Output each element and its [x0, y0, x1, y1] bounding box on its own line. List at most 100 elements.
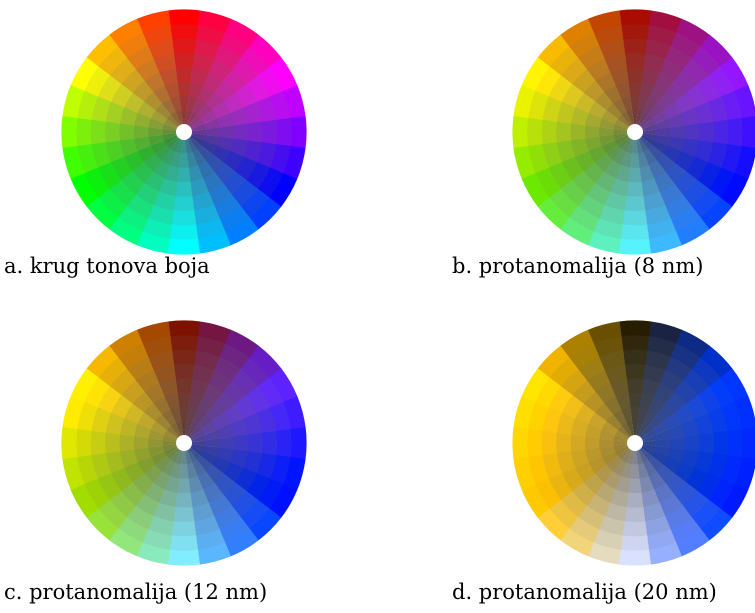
- wheel-cell: [654, 134, 672, 147]
- wheel-cell: [240, 357, 271, 387]
- wheel-cell: [560, 490, 587, 518]
- wheel-cell: [698, 432, 715, 454]
- wheel-cell: [175, 492, 193, 509]
- wheel-cell: [137, 145, 156, 163]
- wheel-cell: [708, 167, 735, 199]
- wheel-cell: [158, 489, 178, 508]
- wheel-cell: [584, 136, 602, 152]
- wheel-cell: [665, 356, 693, 381]
- wheel-cell: [741, 427, 755, 460]
- wheel-cell: [561, 156, 584, 181]
- wheel-cell: [621, 406, 633, 424]
- wheel-cell: [639, 476, 655, 494]
- color-wheel-a: [61, 9, 307, 255]
- wheel-cell: [243, 140, 263, 163]
- wheel-cell: [512, 426, 529, 460]
- wheel-cell: [641, 132, 657, 141]
- wheel-cell: [169, 535, 199, 552]
- wheel-cell: [628, 392, 642, 408]
- wheel-cell: [188, 136, 202, 150]
- wheel-cell: [614, 118, 630, 130]
- wheel-cell: [675, 217, 710, 246]
- wheel-cell: [643, 459, 658, 477]
- wheel-cell: [734, 85, 755, 119]
- wheel-cell: [639, 392, 655, 411]
- wheel-cell: [257, 377, 285, 408]
- wheel-cell: [610, 67, 629, 86]
- wheel-cell: [152, 160, 171, 179]
- wheel-cell: [200, 109, 218, 124]
- wheel-cell: [256, 96, 278, 123]
- wheel-cell: [513, 456, 536, 490]
- wheel-cell: [588, 145, 607, 163]
- wheel-cell: [216, 447, 235, 463]
- wheel-cell: [119, 417, 138, 437]
- wheel-cell: [626, 110, 635, 126]
- wheel-cell: [637, 448, 649, 464]
- wheel-cell: [110, 394, 134, 419]
- wheel-cell: [120, 68, 146, 93]
- wheel-cell: [548, 385, 573, 413]
- wheel-cell: [62, 395, 85, 429]
- wheel-cell: [620, 462, 633, 480]
- wheel-cell: [708, 66, 736, 97]
- wheel-cell: [644, 515, 671, 537]
- wheel-cell: [637, 95, 650, 113]
- wheel-cell: [189, 134, 205, 146]
- wheel-cell: [136, 231, 170, 254]
- wheel-cell: [147, 438, 163, 448]
- wheel-cell: [192, 191, 215, 211]
- wheel-cell: [175, 181, 193, 198]
- wheel-cell: [232, 57, 259, 85]
- wheel-cell: [186, 422, 198, 438]
- wheel-cell: [570, 106, 589, 126]
- wheel-cell: [651, 451, 669, 466]
- wheel-cell: [541, 119, 557, 145]
- wheel-cell: [721, 90, 743, 121]
- wheel-cell: [117, 516, 149, 543]
- wheel-cell: [527, 454, 549, 485]
- wheel-cell: [162, 123, 178, 132]
- wheel-cell: [86, 34, 119, 67]
- wheel-cell: [651, 109, 669, 124]
- wheel-cell: [548, 499, 579, 529]
- wheel-cell: [681, 449, 700, 469]
- wheel-cell: [147, 515, 174, 537]
- wheel-cell: [571, 379, 597, 404]
- wheel-cell: [667, 136, 686, 152]
- wheel-cell: [641, 123, 657, 132]
- wheel-cell: [601, 420, 619, 435]
- wheel-cell: [700, 508, 733, 541]
- wheel-cell: [606, 103, 623, 119]
- wheel-cell: [76, 454, 98, 485]
- wheel-cell: [621, 111, 633, 127]
- wheel-cell: [626, 66, 644, 83]
- wheel-cell: [189, 429, 205, 441]
- wheel-cell: [169, 151, 182, 169]
- wheel-cell: [577, 356, 606, 381]
- wheel-cell: [513, 145, 536, 179]
- wheel-cell: [694, 412, 714, 435]
- wheel-cell: [90, 95, 112, 122]
- wheel-cell: [283, 396, 306, 430]
- wheel-cell: [161, 459, 176, 477]
- wheel-cell: [639, 136, 653, 150]
- wheel-center-hole: [176, 435, 192, 451]
- wheel-cell: [173, 363, 195, 380]
- wheel-cell: [521, 483, 550, 518]
- wheel-cell: [604, 364, 627, 384]
- wheel-cell: [231, 180, 259, 207]
- caption-c: c. protanomalija (12 nm): [4, 580, 268, 604]
- wheel-cell: [137, 10, 171, 33]
- wheel-cell: [513, 395, 536, 429]
- wheel-cell: [670, 205, 701, 233]
- wheel-cell: [635, 449, 644, 465]
- wheel-cell: [685, 467, 709, 492]
- wheel-cell: [148, 349, 175, 371]
- wheel-cell: [203, 118, 221, 130]
- wheel-cell: [637, 422, 649, 438]
- wheel-cell: [86, 345, 119, 378]
- wheel-cell: [162, 434, 178, 443]
- wheel-cell: [208, 494, 233, 517]
- wheel-cell: [232, 368, 259, 396]
